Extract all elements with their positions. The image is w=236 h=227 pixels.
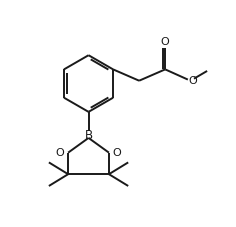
Text: O: O <box>189 75 198 85</box>
Text: B: B <box>84 128 93 141</box>
Text: O: O <box>113 147 122 157</box>
Text: O: O <box>161 37 170 47</box>
Text: O: O <box>55 147 64 157</box>
